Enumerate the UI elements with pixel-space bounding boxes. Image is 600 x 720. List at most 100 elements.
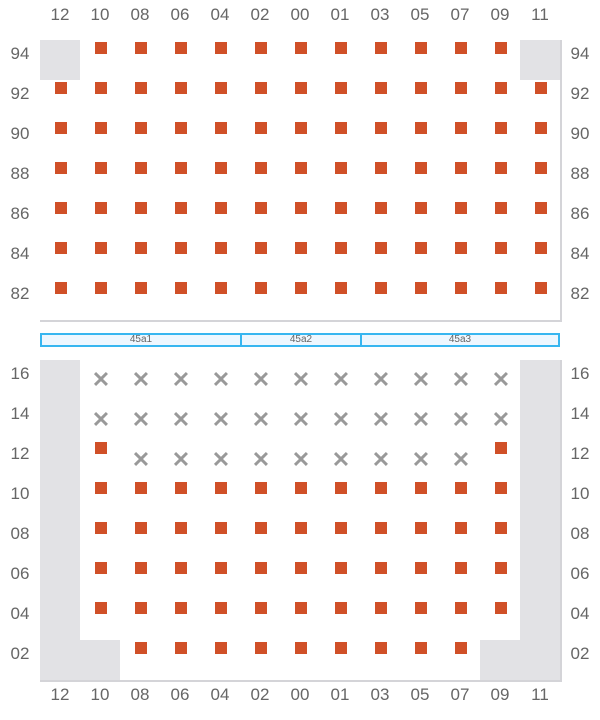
- slot-cell[interactable]: ✕: [400, 400, 442, 442]
- slot-cell[interactable]: [200, 160, 242, 202]
- slot-cell[interactable]: ✕: [160, 440, 202, 482]
- slot-cell[interactable]: [320, 280, 362, 322]
- slot-cell[interactable]: [240, 480, 282, 522]
- slot-cell[interactable]: [160, 200, 202, 242]
- slot-cell[interactable]: [440, 80, 482, 122]
- slot-cell[interactable]: ✕: [320, 360, 362, 402]
- slot-cell[interactable]: [200, 600, 242, 642]
- slot-cell[interactable]: ✕: [360, 360, 402, 402]
- slot-cell[interactable]: [120, 120, 162, 162]
- slot-cell[interactable]: [440, 160, 482, 202]
- segment-45a1[interactable]: 45a1: [40, 333, 242, 347]
- slot-cell[interactable]: [200, 240, 242, 282]
- slot-cell[interactable]: [120, 560, 162, 602]
- slot-cell[interactable]: ✕: [440, 400, 482, 442]
- slot-cell[interactable]: [400, 40, 442, 82]
- slot-cell[interactable]: ✕: [360, 400, 402, 442]
- slot-cell[interactable]: [400, 640, 442, 682]
- slot-cell[interactable]: [200, 40, 242, 82]
- slot-cell[interactable]: [80, 80, 122, 122]
- slot-cell[interactable]: [480, 40, 522, 82]
- slot-cell[interactable]: [400, 160, 442, 202]
- slot-cell[interactable]: [240, 520, 282, 562]
- slot-cell[interactable]: [160, 640, 202, 682]
- slot-cell[interactable]: [520, 80, 562, 122]
- slot-cell[interactable]: [80, 600, 122, 642]
- slot-cell[interactable]: [120, 480, 162, 522]
- slot-cell[interactable]: [280, 160, 322, 202]
- slot-cell[interactable]: [440, 600, 482, 642]
- slot-cell[interactable]: [320, 80, 362, 122]
- slot-cell[interactable]: [200, 280, 242, 322]
- slot-cell[interactable]: [400, 240, 442, 282]
- slot-cell[interactable]: ✕: [400, 360, 442, 402]
- slot-cell[interactable]: [360, 160, 402, 202]
- slot-cell[interactable]: [360, 280, 402, 322]
- slot-cell[interactable]: ✕: [80, 400, 122, 442]
- slot-cell[interactable]: [480, 80, 522, 122]
- slot-cell[interactable]: ✕: [200, 400, 242, 442]
- slot-cell[interactable]: [240, 560, 282, 602]
- slot-cell[interactable]: [280, 600, 322, 642]
- slot-cell[interactable]: [120, 160, 162, 202]
- slot-cell[interactable]: [360, 240, 402, 282]
- slot-cell[interactable]: [280, 560, 322, 602]
- slot-cell[interactable]: [480, 160, 522, 202]
- slot-cell[interactable]: ✕: [440, 360, 482, 402]
- slot-cell[interactable]: [120, 200, 162, 242]
- slot-cell[interactable]: [40, 120, 82, 162]
- slot-cell[interactable]: [160, 600, 202, 642]
- slot-cell[interactable]: [120, 40, 162, 82]
- slot-cell[interactable]: [480, 280, 522, 322]
- slot-cell[interactable]: [40, 80, 82, 122]
- slot-cell[interactable]: [120, 80, 162, 122]
- slot-cell[interactable]: [520, 160, 562, 202]
- slot-cell[interactable]: [520, 200, 562, 242]
- slot-cell[interactable]: ✕: [280, 440, 322, 482]
- slot-cell[interactable]: [320, 560, 362, 602]
- segment-45a3[interactable]: 45a3: [360, 333, 560, 347]
- slot-cell[interactable]: ✕: [120, 440, 162, 482]
- slot-cell[interactable]: [160, 40, 202, 82]
- slot-cell[interactable]: [160, 520, 202, 562]
- slot-cell[interactable]: [160, 240, 202, 282]
- slot-cell[interactable]: [200, 520, 242, 562]
- slot-cell[interactable]: [160, 280, 202, 322]
- slot-cell[interactable]: ✕: [280, 360, 322, 402]
- slot-cell[interactable]: [520, 240, 562, 282]
- segment-45a2[interactable]: 45a2: [240, 333, 362, 347]
- slot-cell[interactable]: [440, 520, 482, 562]
- slot-cell[interactable]: [480, 120, 522, 162]
- slot-cell[interactable]: [320, 600, 362, 642]
- slot-cell[interactable]: ✕: [440, 440, 482, 482]
- slot-cell[interactable]: [360, 520, 402, 562]
- slot-cell[interactable]: [520, 280, 562, 322]
- slot-cell[interactable]: [480, 520, 522, 562]
- slot-cell[interactable]: [80, 160, 122, 202]
- slot-cell[interactable]: [440, 480, 482, 522]
- slot-cell[interactable]: [320, 520, 362, 562]
- slot-cell[interactable]: [480, 560, 522, 602]
- slot-cell[interactable]: [160, 80, 202, 122]
- slot-cell[interactable]: [200, 640, 242, 682]
- slot-cell[interactable]: [200, 560, 242, 602]
- slot-cell[interactable]: [480, 440, 522, 482]
- slot-cell[interactable]: ✕: [240, 400, 282, 442]
- slot-cell[interactable]: [480, 480, 522, 522]
- slot-cell[interactable]: [280, 40, 322, 82]
- slot-cell[interactable]: [240, 280, 282, 322]
- slot-cell[interactable]: [80, 200, 122, 242]
- slot-cell[interactable]: [280, 120, 322, 162]
- slot-cell[interactable]: [80, 560, 122, 602]
- slot-cell[interactable]: [160, 480, 202, 522]
- slot-cell[interactable]: ✕: [200, 440, 242, 482]
- slot-cell[interactable]: [360, 200, 402, 242]
- slot-cell[interactable]: [240, 40, 282, 82]
- slot-cell[interactable]: ✕: [400, 440, 442, 482]
- slot-cell[interactable]: [360, 560, 402, 602]
- slot-cell[interactable]: [320, 120, 362, 162]
- slot-cell[interactable]: [40, 240, 82, 282]
- slot-cell[interactable]: ✕: [160, 400, 202, 442]
- slot-cell[interactable]: [440, 280, 482, 322]
- slot-cell[interactable]: [360, 80, 402, 122]
